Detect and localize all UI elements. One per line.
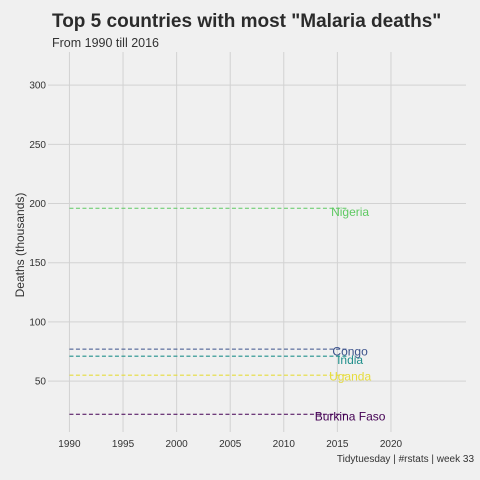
y-tick-label: 150 bbox=[29, 258, 46, 269]
axis-ticks: 50 100 150 200 250 300 1990 1995 2000 2005 2010 201… bbox=[29, 81, 402, 450]
series-label-nigeria: Nigeria bbox=[331, 205, 369, 219]
x-tick-label: 1995 bbox=[112, 439, 135, 450]
x-tick-label: 2020 bbox=[380, 439, 403, 450]
series-label-india: India bbox=[337, 353, 363, 367]
x-tick-label: 1990 bbox=[58, 439, 81, 450]
y-tick-label: 300 bbox=[29, 81, 46, 92]
y-tick-label: 250 bbox=[29, 140, 46, 151]
y-tick-label: 50 bbox=[35, 377, 47, 388]
series-label-uganda: Uganda bbox=[329, 369, 371, 383]
chart-title: Top 5 countries with most "Malaria death… bbox=[52, 11, 442, 32]
x-tick-label: 2010 bbox=[273, 439, 296, 450]
series-label-congo: Congo bbox=[332, 345, 368, 359]
y-tick-label: 200 bbox=[29, 199, 46, 210]
x-tick-label: 2015 bbox=[326, 439, 349, 450]
grid bbox=[48, 52, 466, 432]
series-lines bbox=[69, 207, 349, 415]
y-tick-label: 100 bbox=[29, 317, 46, 328]
x-tick-label: 2000 bbox=[165, 439, 188, 450]
series-label-burkina-faso: Burkina Faso bbox=[315, 410, 386, 424]
chart-subtitle: From 1990 till 2016 bbox=[52, 36, 160, 50]
chart-caption: Tidytuesday | #rstats | week 33 bbox=[336, 454, 474, 465]
x-tick-label: 2005 bbox=[219, 439, 242, 450]
y-axis-title: Deaths (thousands) bbox=[13, 193, 27, 298]
